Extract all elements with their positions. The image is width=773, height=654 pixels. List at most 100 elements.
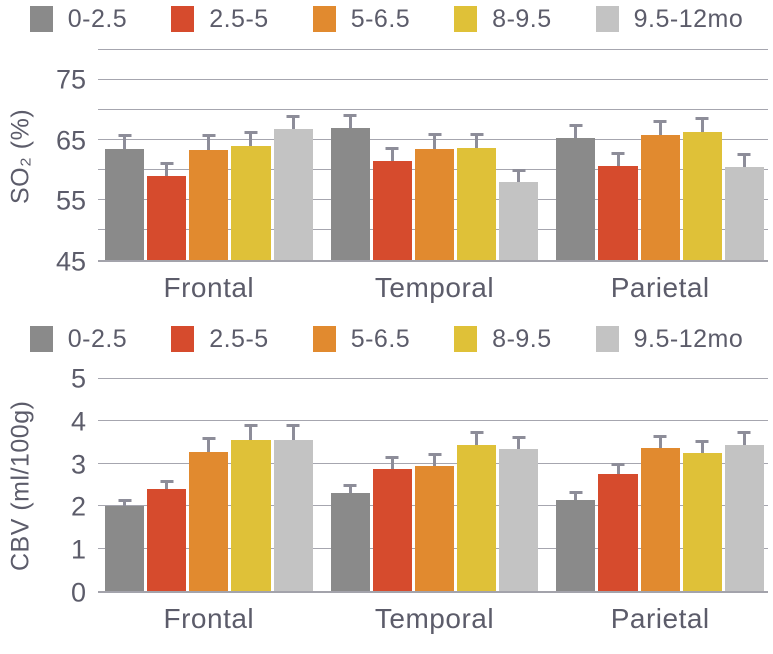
error-bar-stem <box>348 484 352 494</box>
category-label: Temporal <box>374 272 495 303</box>
legend-item: 8-9.5 <box>454 325 551 354</box>
error-bar <box>343 113 357 128</box>
y-tick-label: 65 <box>55 125 86 156</box>
error-bar <box>160 161 174 176</box>
bar <box>105 506 145 591</box>
error-bar-stem <box>700 117 704 132</box>
y-tick-label: 3 <box>70 449 86 480</box>
error-bar-stem <box>475 133 479 148</box>
legend-swatch <box>312 326 336 352</box>
gridline <box>98 79 768 80</box>
plot-area <box>98 378 768 593</box>
legend: 0-2.5 2.5-5 5-6.5 8-9.5 9.5-12mo <box>0 0 773 38</box>
bar <box>682 131 722 260</box>
error-bar-stem <box>165 479 169 490</box>
y-tick-label: 45 <box>55 246 86 277</box>
legend-item: 9.5-12mo <box>595 5 744 34</box>
bar <box>372 468 412 591</box>
error-bar-stem <box>517 169 521 182</box>
legend-label: 5-6.5 <box>350 324 411 353</box>
legend-label: 0-2.5 <box>67 4 128 33</box>
bar <box>273 439 313 591</box>
y-axis-label: CBV (ml/100g) <box>6 400 35 572</box>
error-bar-stem <box>165 161 169 176</box>
error-bar <box>385 147 399 161</box>
error-bar-stem <box>574 490 578 500</box>
legend-swatch <box>595 326 619 352</box>
error-bar-stem <box>390 456 394 469</box>
error-bar <box>611 462 625 475</box>
bar <box>414 465 455 591</box>
category-label: Parietal <box>610 603 710 634</box>
error-bar-stem <box>249 423 253 440</box>
bar <box>499 448 539 591</box>
bar <box>598 165 638 260</box>
bar <box>640 135 680 260</box>
error-bar-stem <box>700 440 704 454</box>
legend-swatch <box>454 326 478 352</box>
error-bar <box>202 134 216 150</box>
legend-swatch <box>454 6 478 32</box>
error-bar-stem <box>433 133 436 149</box>
error-bar-stem <box>616 462 620 475</box>
cbv-chart: 0-2.5 2.5-5 5-6.5 8-9.5 9.5-12mo CBV (ml/100… <box>0 320 773 641</box>
legend-swatch <box>312 6 336 32</box>
error-bar-stem <box>123 134 127 149</box>
y-tick-labels: 0 1 2 3 4 5 <box>42 365 98 606</box>
legend-label: 2.5-5 <box>209 4 269 33</box>
bar <box>273 129 313 260</box>
legend-item: 0-2.5 <box>29 325 127 354</box>
error-bar <box>470 133 484 148</box>
y-tick-label: 55 <box>55 185 86 216</box>
error-bar-stem <box>291 114 295 130</box>
gridline <box>98 49 768 50</box>
gridline <box>98 109 768 110</box>
bar <box>414 149 455 260</box>
error-bar-stem <box>658 119 662 136</box>
y-axis-label: SO₂ (%) <box>6 108 35 204</box>
y-tick-label: 1 <box>70 534 86 565</box>
y-tick-label: 2 <box>70 491 86 522</box>
legend-item: 5-6.5 <box>312 4 411 34</box>
bar <box>457 147 497 260</box>
category-label: Frontal <box>163 272 255 303</box>
error-bar <box>244 423 258 440</box>
error-bar-stem <box>517 435 521 449</box>
error-bar-stem <box>742 430 746 445</box>
error-bar <box>512 169 526 182</box>
error-bar <box>737 430 751 445</box>
bar <box>147 176 187 260</box>
error-bar <box>470 431 484 445</box>
bar <box>147 489 187 591</box>
legend-label: 5-6.5 <box>350 4 411 33</box>
gridline <box>98 378 768 379</box>
error-bar <box>118 498 132 507</box>
bar <box>499 182 539 260</box>
error-bar <box>653 434 667 449</box>
error-bar-stem <box>123 498 127 507</box>
legend-label: 8-9.5 <box>492 324 552 353</box>
error-bar-stem <box>658 434 662 449</box>
error-bar-stem <box>291 423 295 440</box>
error-bar-stem <box>348 113 352 128</box>
error-bar-stem <box>207 437 211 452</box>
error-bar <box>118 134 132 149</box>
bar <box>372 161 412 260</box>
plot-area <box>98 49 768 262</box>
bar <box>640 448 680 591</box>
x-category-labels: Frontal Temporal Parietal <box>98 593 768 641</box>
y-tick-label: 75 <box>55 64 86 95</box>
bar <box>724 444 764 591</box>
error-bar <box>737 153 751 167</box>
bar <box>556 499 596 591</box>
bar <box>598 474 638 591</box>
error-bar <box>569 123 583 139</box>
bar <box>682 453 722 591</box>
error-bar-stem <box>742 153 746 167</box>
legend-swatch <box>171 6 195 32</box>
error-bar-stem <box>616 152 620 166</box>
legend-label: 8-9.5 <box>492 4 552 33</box>
x-category-labels: Frontal Temporal Parietal <box>98 262 768 310</box>
error-bar-stem <box>433 453 436 466</box>
